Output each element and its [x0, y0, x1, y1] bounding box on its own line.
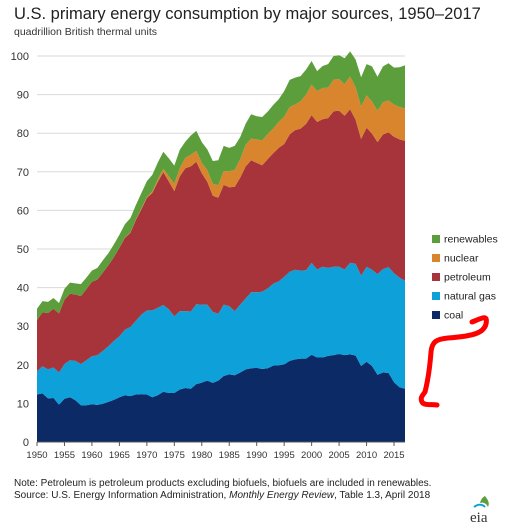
y-tick-label: 30 [17, 321, 29, 333]
x-tick-label: 2000 [301, 450, 322, 461]
axes: 0 10 20 30 40 50 60 70 80 90 100 1950 1955 1960 1965 19… [11, 51, 405, 461]
area-coal [37, 354, 405, 442]
legend-label-coal: coal [444, 310, 463, 322]
x-tick-label: 1955 [54, 450, 75, 461]
x-tick-label: 1960 [81, 450, 102, 461]
x-tick-label: 2015 [383, 450, 404, 461]
legend-label-petroleum: petroleum [444, 272, 491, 284]
logo-text: eia [470, 510, 488, 526]
area-nuclear [37, 76, 405, 320]
y-tick-label: 60 [17, 205, 29, 217]
red-annotation-mark [418, 315, 489, 408]
source-prefix: Source: U.S. Energy Information Administ… [14, 489, 230, 501]
y-tick-label: 100 [11, 51, 29, 63]
x-tick-label: 2010 [356, 450, 377, 461]
legend-swatch-petroleum [432, 273, 440, 281]
y-tick-label: 40 [17, 283, 29, 295]
x-tick-label: 1950 [26, 450, 47, 461]
x-tick-label: 1970 [136, 450, 157, 461]
x-tick-label: 1995 [274, 450, 295, 461]
x-tick-label: 1975 [164, 450, 185, 461]
source-suffix: , Table 1.3, April 2018 [334, 489, 431, 501]
legend-swatch-nuclear [432, 254, 440, 262]
y-tick-label: 50 [17, 244, 29, 256]
chart-subtitle: quadrillion British thermal units [14, 26, 157, 38]
x-tick-label: 1990 [246, 450, 267, 461]
chart-source: Source: U.S. Energy Information Administ… [14, 490, 454, 502]
swoosh-icon [473, 503, 486, 508]
x-tick-label: 1980 [191, 450, 212, 461]
legend-label-nuclear: nuclear [444, 253, 479, 265]
eia-logo[interactable]: eia [466, 494, 502, 526]
y-tick-label: 10 [17, 398, 29, 410]
x-tick-label: 1965 [109, 450, 130, 461]
x-tick-label: 2005 [329, 450, 350, 461]
y-tick-label: 70 [17, 167, 29, 179]
stacked-areas [37, 51, 405, 442]
legend-swatch-natural-gas [432, 292, 440, 300]
chart-note: Note: Petroleum is petroleum products ex… [14, 478, 432, 489]
source-title: Monthly Energy Review [229, 489, 335, 501]
area-natural-gas [37, 262, 405, 406]
legend-label-natural-gas: natural gas [444, 291, 496, 303]
leaf-icon [480, 496, 489, 507]
legend: renewables nuclear petroleum natural gas coa… [432, 234, 498, 322]
chart-notes: Note: Petroleum is petroleum products ex… [14, 478, 454, 501]
y-tick-label: 0 [23, 437, 29, 449]
x-tick-label: 1985 [219, 450, 240, 461]
y-tick-label: 90 [17, 90, 29, 102]
y-tick-label: 80 [17, 128, 29, 140]
legend-swatch-renewables [432, 235, 440, 243]
legend-label-renewables: renewables [444, 234, 498, 246]
area-petroleum [37, 109, 405, 373]
chart-svg: 0 10 20 30 40 50 60 70 80 90 100 1950 1955 1960 1965 19… [11, 51, 498, 461]
y-tick-label: 20 [17, 360, 29, 372]
legend-swatch-coal [432, 311, 440, 319]
chart-title: U.S. primary energy consumption by major… [14, 5, 481, 23]
area-renewables [37, 51, 405, 321]
